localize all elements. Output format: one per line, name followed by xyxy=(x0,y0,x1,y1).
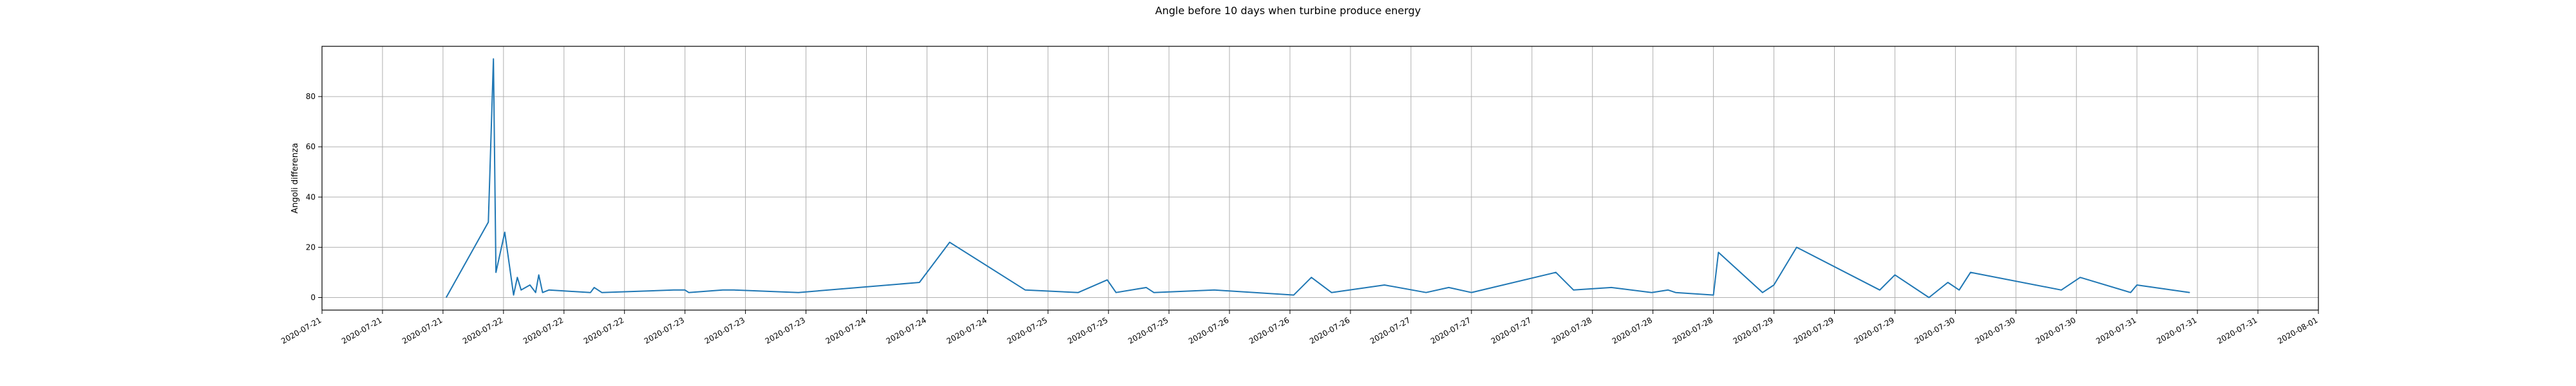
y-tick-label: 20 xyxy=(306,243,316,252)
y-tick-label: 0 xyxy=(310,293,316,302)
grid xyxy=(321,46,2319,310)
plot-area xyxy=(321,46,2319,311)
y-tick-label: 60 xyxy=(306,142,316,151)
y-axis-label: Angoli differenza xyxy=(290,143,300,214)
y-tick-label: 40 xyxy=(306,192,316,201)
y-axis: 0 20 40 60 80 xyxy=(306,92,322,302)
chart-title: Angle before 10 days when turbine produc… xyxy=(1155,5,1421,17)
series-layer xyxy=(445,58,2190,299)
series-line xyxy=(445,58,2190,299)
y-tick-label: 80 xyxy=(306,92,316,101)
